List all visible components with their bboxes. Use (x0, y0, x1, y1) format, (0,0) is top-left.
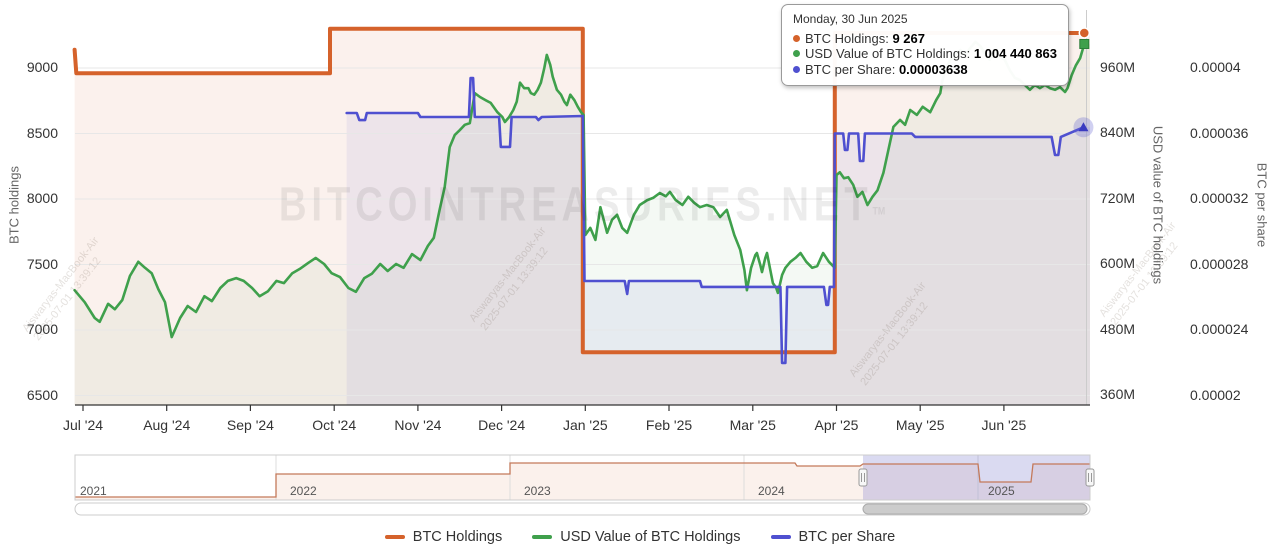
tooltip-bullet-usd-value-icon (793, 50, 800, 57)
tooltip-value: 1 004 440 863 (973, 46, 1057, 61)
x-axis-tick-label: Jun '25 (981, 417, 1027, 433)
tooltip-row-usd-value: USD Value of BTC Holdings: 1 004 440 863 (793, 46, 1057, 62)
left-axis-tick-label: 6500 (26, 386, 58, 403)
usd-value-endpoint-marker-icon (1079, 38, 1090, 49)
tooltip-label: BTC Holdings: (805, 30, 889, 46)
x-axis-tick-label: Mar '25 (729, 417, 776, 433)
right-usd-tick-label: 720M (1100, 189, 1136, 206)
scrollbar-track[interactable] (74, 502, 1091, 516)
x-axis-tick-label: Aug '24 (143, 417, 191, 433)
tooltip-row-btc-per-share: BTC per Share: 0.00003638 (793, 62, 1057, 78)
btc-holdings-endpoint-marker-icon (1078, 27, 1091, 39)
scrollbar-thumb[interactable] (862, 503, 1088, 515)
legend-line-icon (770, 535, 791, 539)
legend-item-usd-value[interactable]: USD Value of BTC Holdings (532, 529, 741, 545)
right-share-tick-label: 0.00004 (1190, 59, 1241, 75)
left-axis-tick-label: 8000 (26, 190, 58, 206)
x-axis-tick-label: Jul '24 (62, 417, 104, 433)
tooltip-label: USD Value of BTC Holdings: (805, 46, 971, 61)
left-axis-tick-label: 7500 (26, 255, 58, 272)
left-axis-tick-label: 8500 (26, 124, 58, 141)
tooltip-value: 9 267 (892, 30, 925, 46)
right-usd-axis-title: USD value of BTC holdings (1150, 125, 1166, 285)
legend-line-icon (384, 535, 405, 539)
right-usd-tick-label: 960M (1100, 59, 1136, 75)
legend-label: BTC Holdings (412, 529, 503, 545)
x-axis-tick-label: Nov '24 (394, 417, 442, 433)
right-share-axis-title: BTC per share (1254, 162, 1270, 248)
left-axis-tick-label: 9000 (26, 59, 58, 75)
right-share-tick-label: 0.000036 (1190, 124, 1249, 141)
legend-item-btc-holdings[interactable]: BTC Holdings (384, 529, 503, 545)
right-share-tick-label: 0.00002 (1190, 386, 1241, 403)
series-line-usd (73, 40, 1086, 339)
tooltip-bullet-btc-per-share-icon (793, 65, 800, 73)
navigator-line (75, 462, 1090, 498)
navigator-year-label: 2021 (80, 484, 107, 498)
navigator-year-label: 2024 (758, 484, 785, 498)
site-watermark-tm: TM (872, 205, 886, 218)
tooltip-label: BTC per Share: (805, 61, 896, 77)
right-share-tick-label: 0.000032 (1190, 190, 1249, 206)
navigator-selected-range[interactable] (863, 455, 1090, 500)
legend: BTC Holdings USD Value of BTC Holdings B… (0, 529, 1280, 545)
navigator-year-label: 2022 (290, 484, 317, 498)
tooltip-value: 0.00003638 (898, 61, 968, 77)
series-line-share (345, 76, 1085, 365)
right-share-tick-label: 0.000024 (1190, 321, 1249, 337)
navigator-area (75, 463, 1090, 500)
legend-line-icon (532, 535, 553, 539)
tooltip-bullet-btc-holdings-icon (793, 34, 800, 42)
tooltip: Monday, 30 Jun 2025 BTC Holdings: 9 267 … (781, 4, 1069, 86)
tooltip-row-btc-holdings: BTC Holdings: 9 267 (793, 31, 1057, 47)
x-axis-tick-label: Feb '25 (645, 417, 693, 433)
x-axis-tick-label: Jan '25 (562, 417, 608, 433)
navigator-handle-right[interactable] (1085, 468, 1095, 487)
navigator-year-label: 2023 (524, 484, 551, 498)
navigator-year-label: 2025 (988, 484, 1015, 498)
site-watermark: BITCOINTREASURIES.NETTM (279, 178, 885, 233)
x-axis-tick-label: May '25 (895, 417, 945, 433)
legend-label: BTC per Share (798, 529, 896, 545)
x-axis-tick-label: Sep '24 (226, 417, 274, 433)
right-usd-tick-label: 360M (1100, 386, 1136, 403)
navigator-handle-left[interactable] (858, 468, 868, 487)
x-axis-tick-label: Dec '24 (478, 417, 526, 433)
right-usd-tick-label: 480M (1100, 320, 1136, 337)
right-usd-tick-label: 600M (1100, 255, 1136, 272)
legend-item-btc-per-share[interactable]: BTC per Share (770, 529, 896, 545)
tooltip-date: Monday, 30 Jun 2025 (793, 12, 908, 26)
right-usd-tick-label: 840M (1100, 124, 1136, 141)
site-watermark-text: BITCOINTREASURIES.NET (278, 178, 873, 232)
x-axis-tick-label: Apr '25 (814, 417, 859, 433)
series-area-share (346, 78, 1090, 405)
x-axis-tick-label: Oct '24 (312, 417, 357, 433)
left-axis-tick-label: 7000 (26, 321, 58, 337)
legend-label: USD Value of BTC Holdings (560, 529, 741, 545)
btc-per-share-endpoint-marker-icon (1078, 122, 1089, 132)
right-share-tick-label: 0.000028 (1190, 255, 1249, 272)
